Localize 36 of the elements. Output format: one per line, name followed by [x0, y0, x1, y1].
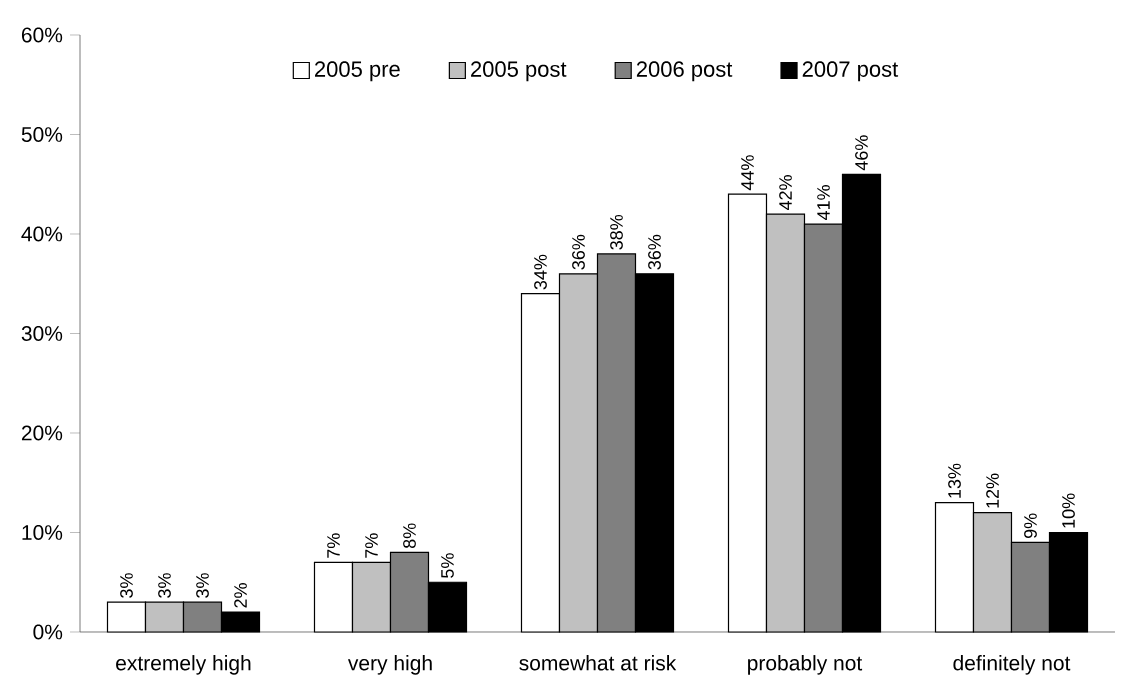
- y-tick-label: 40%: [21, 226, 63, 242]
- y-tick-label: 60%: [21, 27, 63, 43]
- y-tick-label: 50%: [21, 127, 63, 142]
- legend-label: 2005 post: [471, 61, 567, 82]
- legend-label: 2007 post: [802, 61, 899, 82]
- data-label: 3%: [158, 573, 171, 598]
- data-label: 10%: [1062, 493, 1075, 528]
- data-label: 44%: [741, 155, 754, 191]
- data-label: 3%: [196, 573, 209, 598]
- data-label: 34%: [534, 254, 547, 290]
- y-tick-label: 30%: [21, 326, 63, 341]
- y-tick-label: 20%: [21, 425, 63, 441]
- x-tick-label: probably not: [748, 655, 863, 675]
- x-tick-label: extremely high: [116, 655, 251, 675]
- x-tick-label: somewhat at risk: [519, 655, 677, 671]
- data-label: 36%: [648, 234, 661, 270]
- data-label: 5%: [441, 553, 454, 578]
- data-label: 38%: [610, 214, 623, 250]
- data-label: 7%: [327, 533, 340, 558]
- y-tick-label: 0%: [33, 624, 63, 640]
- data-label: 9%: [1024, 513, 1037, 538]
- data-label: 7%: [365, 533, 378, 558]
- x-tick-label: very high: [347, 655, 432, 675]
- y-tick-label: 10%: [22, 525, 63, 540]
- legend-label: 2006 post: [636, 61, 733, 82]
- data-label: 41%: [817, 185, 830, 221]
- x-tick-label: definitely not: [953, 655, 1071, 675]
- data-label: 42%: [779, 175, 792, 211]
- data-label: 46%: [855, 135, 868, 171]
- data-label: 36%: [572, 234, 585, 270]
- data-label: 12%: [986, 473, 999, 508]
- data-label: 13%: [948, 463, 961, 498]
- data-label: 8%: [403, 523, 416, 549]
- data-label: 2%: [234, 583, 247, 608]
- legend-label: 2005 pre: [315, 61, 400, 82]
- data-label: 3%: [120, 573, 133, 598]
